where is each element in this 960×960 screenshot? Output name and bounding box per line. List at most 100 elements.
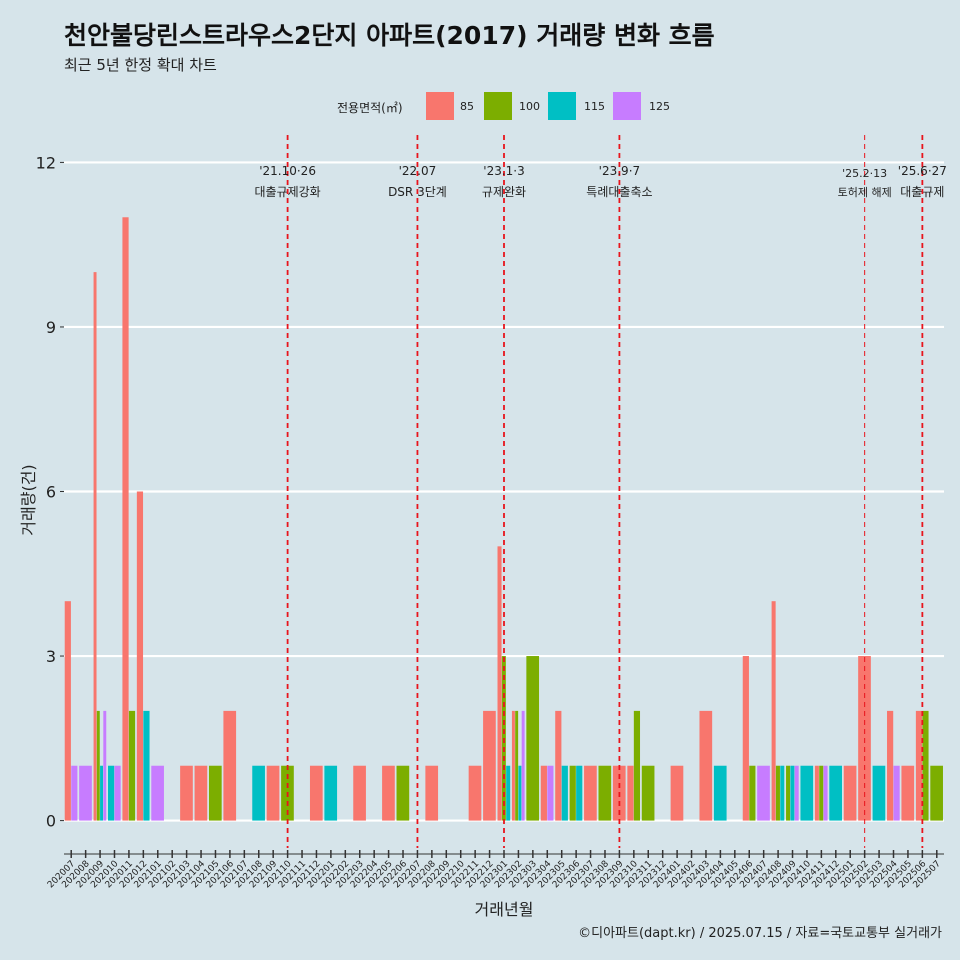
bar-202407-125 — [757, 765, 770, 821]
legend-label-85: 85 — [460, 100, 474, 113]
bar-202503-115 — [872, 765, 886, 821]
bar-202409-100 — [786, 765, 791, 821]
bar-202109-85 — [266, 765, 280, 821]
bar-202302-115 — [518, 765, 522, 821]
legend-key-85 — [426, 92, 454, 120]
bar-202412-115 — [829, 765, 842, 821]
x-axis-title: 거래년월 — [475, 900, 534, 919]
legend-label-100: 100 — [519, 100, 540, 113]
legend-key-100 — [484, 92, 512, 120]
chart-subtitle: 최근 5년 한정 확대 차트 — [64, 56, 217, 74]
bar-202505-85 — [901, 765, 915, 821]
bar-202205-85 — [382, 765, 395, 821]
bar-202203-85 — [353, 765, 366, 821]
bar-202409-115 — [790, 765, 795, 821]
bar-202408-115 — [780, 765, 785, 821]
bar-202411-85 — [814, 765, 819, 821]
annotation-text-4: 토허제 해제 — [838, 185, 892, 199]
bar-202008-125 — [79, 765, 92, 821]
bar-202009-115 — [100, 765, 104, 821]
bar-202311-100 — [641, 765, 655, 821]
bar-202406-85 — [742, 656, 749, 821]
bar-202304-85 — [540, 765, 547, 821]
bar-202103-85 — [180, 765, 193, 821]
bar-202010-125 — [114, 765, 121, 821]
bar-202504-85 — [887, 710, 894, 821]
y-axis-title: 거래량(건) — [19, 464, 38, 535]
bar-202206-100 — [396, 765, 410, 821]
bar-202301-115 — [506, 765, 511, 821]
bar-202212-85 — [483, 710, 496, 821]
bar-202208-85 — [425, 765, 439, 821]
bar-202310-100 — [633, 710, 641, 821]
bar-202404-115 — [713, 765, 727, 821]
bar-202506-85 — [915, 710, 923, 821]
bar-202306-115 — [576, 765, 583, 821]
legend: 전용면적(㎡) 85 100 115 125 — [0, 92, 960, 122]
bar-202301-85 — [497, 546, 502, 821]
legend-label-125: 125 — [649, 100, 670, 113]
y-tick-label-12: 12 — [36, 153, 56, 172]
legend-label-115: 115 — [584, 100, 605, 113]
annotation-date-5: '25.6·27 — [898, 164, 947, 178]
bar-202507-100 — [930, 765, 943, 821]
bar-202411-125 — [823, 765, 828, 821]
bar-202504-125 — [893, 765, 900, 821]
bar-202411-100 — [819, 765, 824, 821]
annotation-date-1: '22.07 — [399, 164, 437, 178]
y-tick-label-3: 3 — [46, 647, 56, 666]
y-tick-label-9: 9 — [46, 318, 56, 337]
bar-202305-85 — [555, 710, 562, 821]
annotation-text-3: 특례대출축소 — [586, 185, 652, 199]
bar-202302-100 — [515, 710, 519, 821]
bar-202303-100 — [526, 656, 540, 821]
bar-202108-115 — [252, 765, 265, 821]
bar-202010-115 — [108, 765, 115, 821]
bar-202501-85 — [843, 765, 857, 821]
annotation-date-3: '23.9·7 — [599, 164, 640, 178]
chart-title: 천안불당린스트라우스2단지 아파트(2017) 거래량 변화 흐름 — [64, 21, 715, 50]
bar-202012-115 — [143, 710, 150, 821]
bar-202211-85 — [468, 765, 482, 821]
bar-202410-115 — [800, 765, 814, 821]
bar-202112-85 — [309, 765, 323, 821]
y-tick-label-6: 6 — [46, 483, 56, 502]
annotation-date-4: '25.2·13 — [842, 167, 887, 180]
annotation-text-2: 규제완화 — [482, 185, 526, 199]
bar-202305-115 — [561, 765, 568, 821]
bar-202310-85 — [627, 765, 634, 821]
annotation-text-1: DSR 3단계 — [388, 185, 447, 199]
bar-202104-85 — [194, 765, 208, 821]
bar-202011-85 — [122, 217, 129, 821]
bar-202101-125 — [151, 765, 164, 821]
bar-202201-115 — [324, 765, 338, 821]
annotation-date-2: '23.1·3 — [483, 164, 524, 178]
bar-202306-100 — [569, 765, 576, 821]
bar-202302-125 — [521, 710, 525, 821]
annotation-text-0: 대출규제강화 — [254, 185, 320, 199]
bar-202007-85 — [64, 601, 71, 821]
bar-202304-125 — [547, 765, 554, 821]
bar-202009-125 — [103, 710, 107, 821]
legend-key-125 — [613, 92, 641, 120]
bar-202409-125 — [794, 765, 799, 821]
bar-202401-85 — [670, 765, 684, 821]
bar-202307-85 — [584, 765, 597, 821]
annotation-text-5: 대출규제 — [900, 185, 944, 199]
legend-key-115 — [548, 92, 576, 120]
bar-202406-100 — [749, 765, 756, 821]
bar-202007-125 — [71, 765, 78, 821]
bar-202009-100 — [96, 710, 100, 821]
chart-caption: ©디아파트(dapt.kr) / 2025.07.15 / 자료=국토교통부 실… — [578, 926, 942, 941]
bar-202408-85 — [771, 601, 776, 821]
bar-202302-85 — [511, 710, 515, 821]
bar-202106-85 — [223, 710, 237, 821]
y-tick-label-0: 0 — [46, 812, 56, 831]
bar-202105-100 — [208, 765, 222, 821]
bar-202506-100 — [922, 710, 929, 821]
bar-202403-85 — [699, 710, 713, 821]
bar-202009-85 — [93, 272, 97, 821]
bar-202012-85 — [136, 491, 144, 821]
legend-title: 전용면적(㎡) — [337, 101, 403, 115]
